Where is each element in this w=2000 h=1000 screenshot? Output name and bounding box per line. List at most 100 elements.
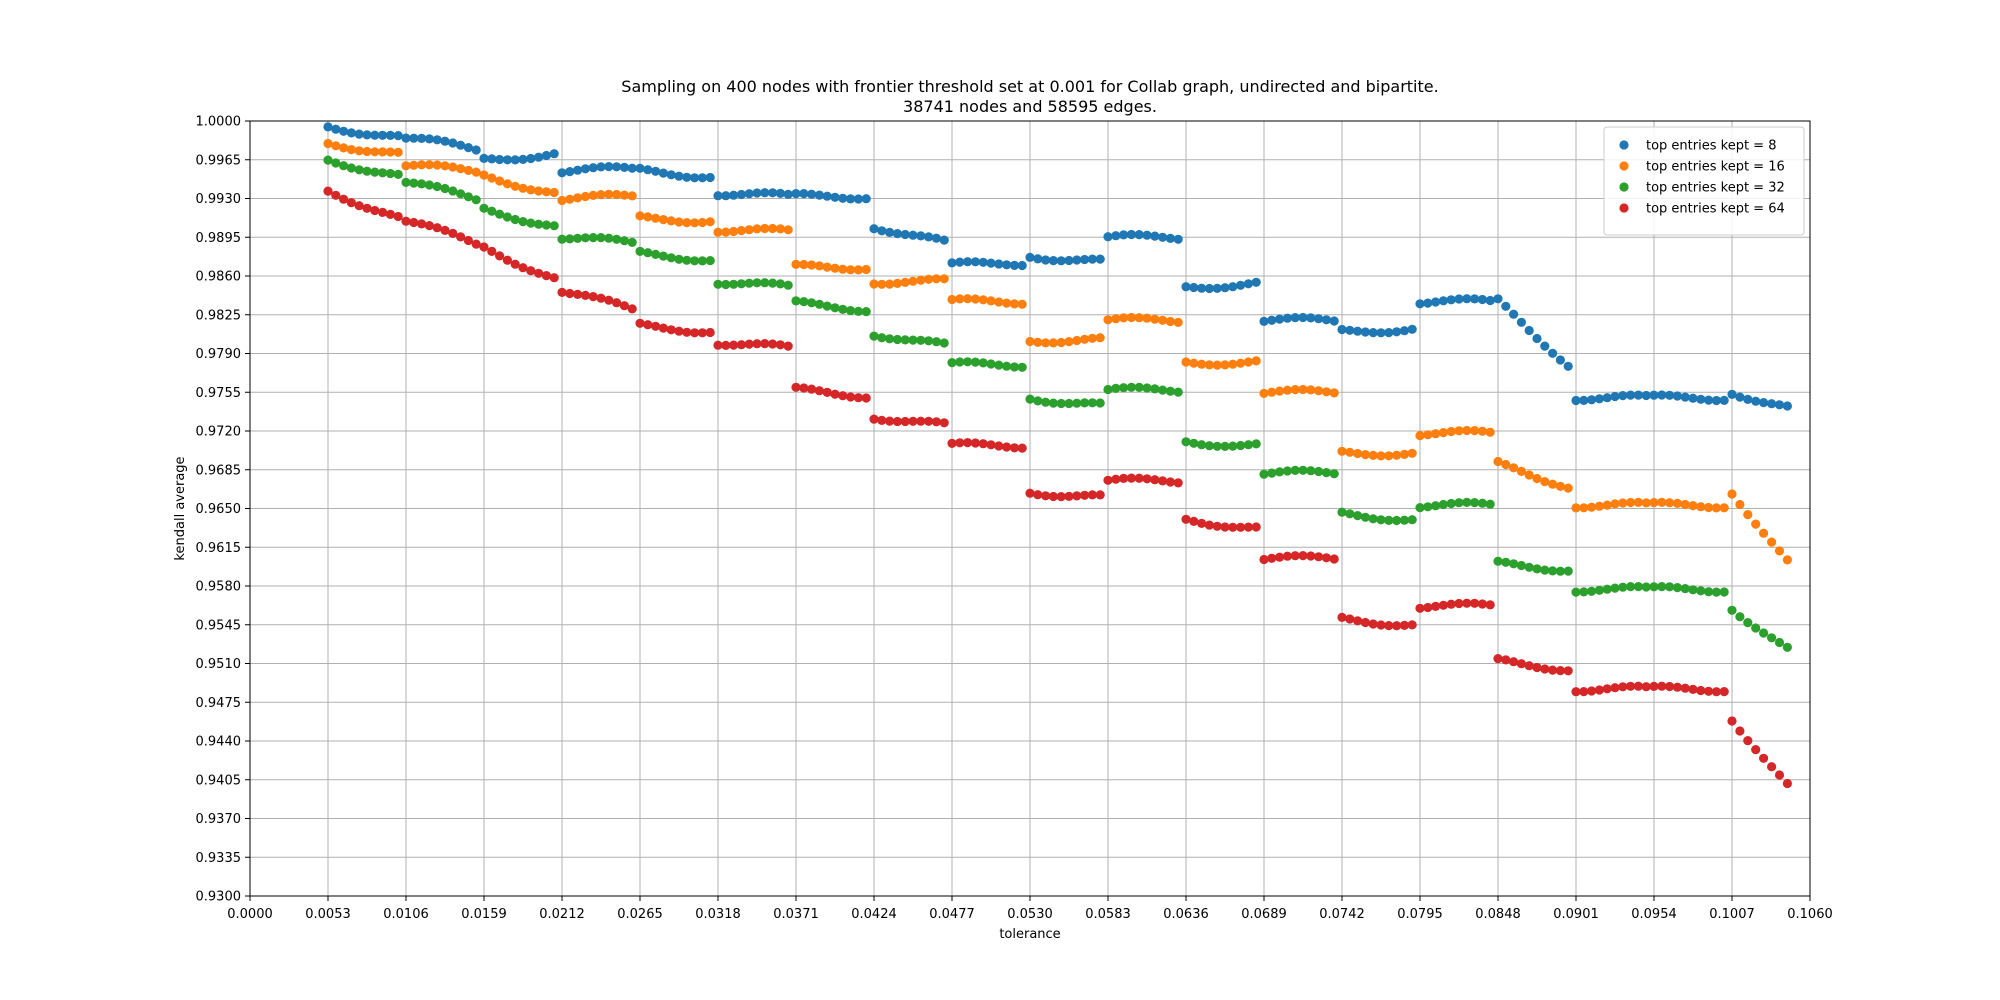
data-point xyxy=(1727,716,1737,726)
data-point xyxy=(760,223,770,234)
data-point xyxy=(580,191,591,202)
y-tick-label: 1.0000 xyxy=(196,115,242,130)
data-point xyxy=(362,146,372,157)
data-point xyxy=(752,339,762,349)
data-point xyxy=(1251,356,1261,366)
data-point xyxy=(1228,359,1238,369)
data-point xyxy=(1563,483,1573,493)
data-point xyxy=(1446,498,1456,509)
data-point xyxy=(1735,612,1745,622)
data-point xyxy=(440,225,450,235)
data-point xyxy=(947,358,957,368)
data-point xyxy=(1197,440,1207,450)
data-point xyxy=(346,145,356,155)
data-point xyxy=(440,183,450,194)
data-point xyxy=(1259,388,1269,398)
data-point xyxy=(916,416,926,426)
data-point xyxy=(1080,254,1090,265)
data-point xyxy=(1516,560,1526,571)
data-point xyxy=(1618,682,1628,692)
data-point xyxy=(1197,359,1207,369)
legend-marker xyxy=(1619,182,1629,192)
data-point xyxy=(861,307,871,317)
data-point xyxy=(619,190,630,200)
data-point xyxy=(1126,312,1136,323)
data-point xyxy=(643,212,653,222)
legend: top entries kept = 8 top entries kept = 1… xyxy=(1603,126,1805,236)
data-point xyxy=(1454,294,1464,304)
data-point xyxy=(1399,515,1409,525)
data-point xyxy=(401,161,411,171)
data-point xyxy=(1259,554,1269,565)
data-point xyxy=(736,279,747,289)
legend-label: top entries kept = 32 xyxy=(1646,181,1785,196)
x-tick-label: 0.0583 xyxy=(1085,907,1131,922)
data-point xyxy=(1306,466,1316,476)
data-point xyxy=(1126,473,1136,483)
data-point xyxy=(518,263,528,273)
data-point xyxy=(1571,587,1581,597)
data-point xyxy=(1134,473,1144,483)
data-point xyxy=(463,235,473,246)
data-point xyxy=(900,277,910,287)
data-point xyxy=(1735,726,1745,736)
data-point xyxy=(721,191,731,201)
data-point xyxy=(1080,490,1090,500)
data-point xyxy=(1048,491,1058,502)
data-point xyxy=(682,255,692,265)
data-point xyxy=(1392,450,1402,460)
data-point xyxy=(1158,476,1168,486)
data-point xyxy=(814,386,825,396)
data-point xyxy=(604,189,614,199)
data-points xyxy=(323,122,1792,789)
data-point xyxy=(1602,393,1612,403)
data-point xyxy=(463,192,473,202)
data-point xyxy=(1672,682,1682,692)
data-point xyxy=(1251,277,1261,287)
data-point xyxy=(713,191,723,201)
data-point xyxy=(978,257,988,267)
data-point xyxy=(346,128,356,138)
data-point xyxy=(331,124,341,134)
data-point xyxy=(635,246,645,256)
data-point xyxy=(760,188,770,198)
data-point xyxy=(869,224,879,234)
data-point xyxy=(721,227,731,237)
data-point xyxy=(1618,582,1628,592)
data-point xyxy=(339,143,349,153)
data-point xyxy=(1767,633,1777,643)
data-point xyxy=(830,192,840,202)
data-point xyxy=(713,227,723,237)
data-point xyxy=(1759,398,1769,408)
data-point xyxy=(549,273,559,283)
data-point xyxy=(401,216,411,226)
data-point xyxy=(1189,282,1199,293)
data-point xyxy=(604,162,614,172)
data-point xyxy=(682,218,692,228)
data-point xyxy=(518,154,528,164)
data-point xyxy=(1033,490,1043,500)
data-point xyxy=(1111,383,1121,393)
data-point xyxy=(1009,299,1020,309)
data-point xyxy=(1665,582,1675,592)
data-point xyxy=(1767,537,1777,547)
y-tick-label: 0.9895 xyxy=(196,231,242,246)
data-point xyxy=(1204,520,1214,530)
legend-label: top entries kept = 64 xyxy=(1646,202,1785,217)
data-point xyxy=(596,190,606,200)
data-point xyxy=(1696,394,1706,404)
data-point xyxy=(1649,498,1659,508)
data-point xyxy=(1454,598,1464,609)
data-point xyxy=(1688,501,1698,511)
data-point xyxy=(1009,443,1020,453)
data-point xyxy=(588,292,598,302)
data-point xyxy=(861,264,871,275)
data-point xyxy=(1002,260,1012,270)
y-tick-label: 0.9965 xyxy=(196,153,242,168)
data-point xyxy=(1314,466,1324,477)
data-point xyxy=(697,173,708,183)
data-point xyxy=(1626,497,1636,508)
data-point xyxy=(526,153,536,164)
data-point xyxy=(1329,469,1339,479)
data-point xyxy=(635,163,645,173)
